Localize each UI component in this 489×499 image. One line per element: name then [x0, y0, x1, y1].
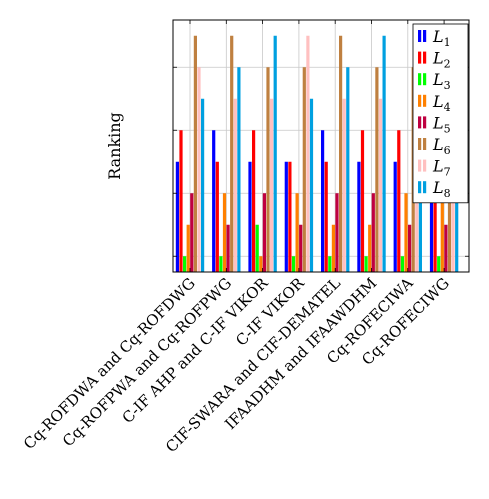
bar-l4	[186, 224, 190, 272]
y-axis-label: Ranking	[105, 112, 124, 180]
legend-swatch	[423, 30, 427, 42]
bar-l6	[375, 67, 379, 272]
bar-l3	[291, 256, 296, 272]
bar-l5	[408, 224, 412, 272]
bar-l4	[331, 224, 335, 272]
bar-l6	[339, 35, 343, 272]
legend-label: L4	[432, 92, 451, 114]
bar-l3	[400, 256, 404, 272]
bar-l1	[175, 161, 179, 272]
legend-swatch	[423, 138, 427, 150]
bar-l5	[226, 224, 230, 272]
bar-l4	[259, 256, 263, 272]
bar-l8	[346, 67, 350, 272]
legend-box	[412, 23, 469, 204]
legend-swatch	[418, 51, 422, 64]
bar-l6	[302, 67, 306, 272]
legend-swatch	[423, 159, 427, 172]
legend-swatch	[423, 73, 427, 86]
legend-swatch	[418, 159, 422, 172]
bar-l7	[378, 98, 383, 272]
bar-l5	[190, 193, 194, 272]
legend-swatch	[418, 73, 422, 86]
legend-label: L7	[432, 157, 451, 179]
bar-l8	[201, 98, 205, 272]
bar-l3	[255, 224, 259, 272]
bar-l3	[183, 256, 187, 272]
bar-l2	[179, 130, 183, 272]
bar-l7	[342, 98, 346, 272]
bar-l8	[382, 35, 386, 272]
bar-l7	[233, 98, 237, 272]
bar-l4	[295, 193, 299, 272]
bar-l2	[215, 161, 219, 272]
legend-swatch	[423, 94, 427, 107]
bar-l6	[193, 35, 197, 272]
legend-label: L1	[432, 27, 451, 49]
legend-swatch	[423, 181, 427, 194]
bar-l2	[360, 130, 365, 272]
legend-label: L2	[432, 49, 451, 71]
x-tick-label: Cq-ROFPWA and Cq-ROFPWG	[59, 274, 235, 450]
bar-l5	[371, 193, 375, 272]
legend-label: L3	[432, 70, 451, 92]
legend-swatch	[418, 116, 422, 129]
bar-l8	[273, 35, 277, 272]
bar-l3	[364, 256, 368, 272]
legend-swatch	[418, 94, 422, 107]
bar-l7	[306, 35, 310, 272]
bar-l1	[248, 161, 252, 272]
bar-l7	[197, 67, 201, 272]
bar-l3	[328, 256, 332, 272]
legend-label: L6	[432, 135, 451, 157]
bar-l1	[429, 161, 434, 272]
bar-l4	[222, 193, 227, 272]
bar-l1	[393, 161, 397, 272]
bar-l1	[357, 161, 361, 272]
bar-l5	[299, 224, 303, 272]
legend-swatch	[423, 116, 427, 129]
bar-l2	[252, 130, 256, 272]
bar-l3	[437, 256, 441, 272]
bar-l3	[219, 256, 223, 272]
legend-swatch	[418, 181, 422, 194]
bar-l4	[404, 193, 408, 272]
bar-l8	[309, 98, 314, 272]
bar-l6	[266, 67, 270, 272]
bar-l5	[335, 193, 339, 272]
bar-l6	[230, 35, 234, 272]
legend-swatch	[418, 30, 422, 42]
bar-l4	[440, 193, 444, 272]
legend-swatch	[423, 51, 427, 64]
bar-l2	[397, 130, 401, 272]
bar-l2	[324, 161, 328, 272]
bar-l5	[262, 193, 266, 272]
bar-l1	[284, 161, 288, 272]
bar-l7	[270, 98, 274, 272]
legend-label: L5	[432, 113, 451, 135]
bar-l4	[368, 224, 372, 272]
bar-l1	[212, 130, 216, 272]
bar-l1	[321, 130, 325, 272]
bar-l5	[444, 224, 448, 272]
legend-label: L8	[432, 178, 451, 200]
bar-l8	[237, 67, 241, 272]
bar-l2	[288, 161, 292, 272]
plot-frame	[172, 19, 470, 273]
legend-swatch	[418, 138, 422, 150]
